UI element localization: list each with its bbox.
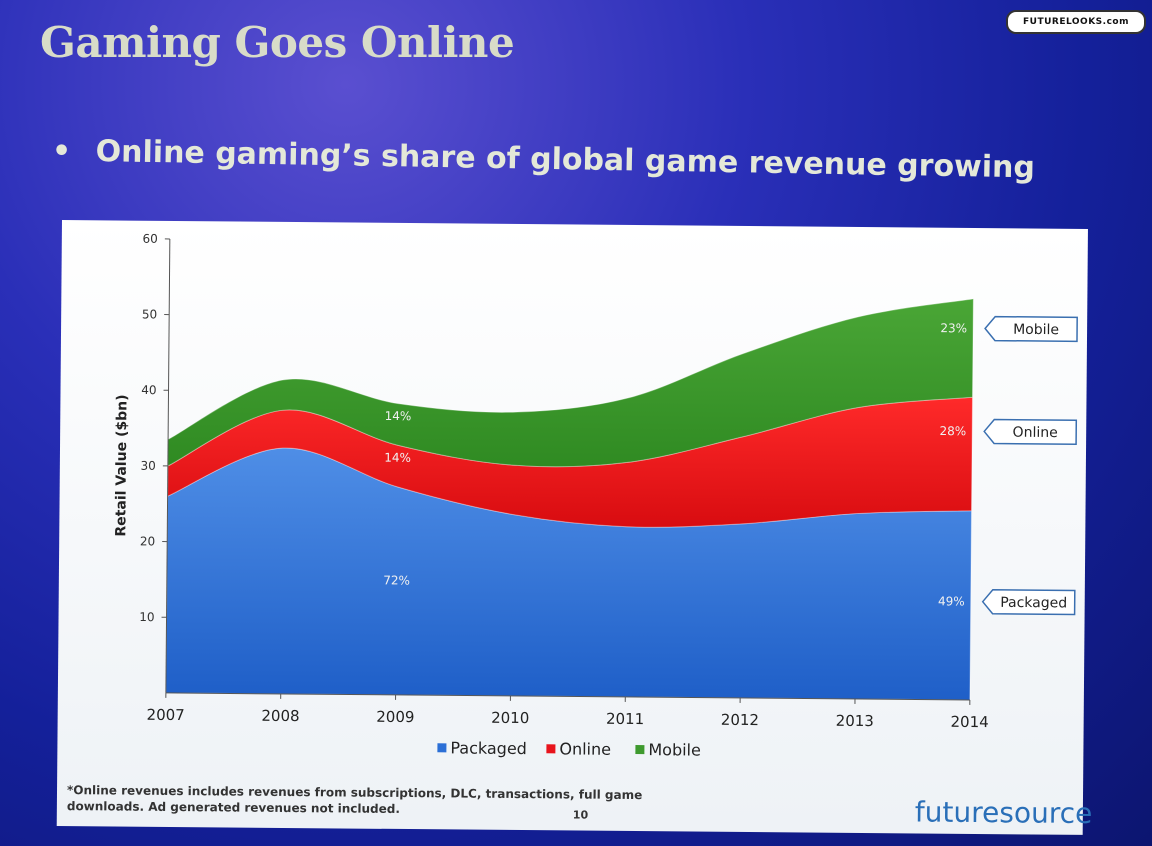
x-tick-label: 2007 <box>147 706 185 724</box>
y-tick-label: 10 <box>139 610 154 624</box>
x-tick-label: 2011 <box>606 710 644 728</box>
x-tick-label: 2014 <box>950 713 988 731</box>
chart-panel: 10 20 30 40 50 60 2007 2008 2009 2010 2011 2012 2013… <box>56 220 1092 835</box>
y-tick-label: 50 <box>142 307 157 321</box>
slide-title: Gaming Goes Online <box>40 18 515 67</box>
y-tick-label: 60 <box>142 232 157 246</box>
legend-label-packaged: Packaged <box>450 738 527 758</box>
x-tick-label: 2009 <box>376 708 414 726</box>
x-axis-line <box>165 692 970 701</box>
legend-swatch-online <box>546 744 556 754</box>
futurelooks-watermark: FUTURELOOKS.com <box>1006 10 1146 34</box>
legend-label-mobile: Mobile <box>648 740 701 759</box>
y-tick-label: 30 <box>141 459 156 473</box>
x-tick-label: 2010 <box>491 709 529 727</box>
area-mobile <box>167 298 974 468</box>
data-label-online-2009: 14% <box>384 451 411 465</box>
callout-mobile <box>984 315 1078 343</box>
y-tick-label: 40 <box>141 383 156 397</box>
x-tick-label: 2008 <box>261 707 299 725</box>
stacked-area-chart: 10 20 30 40 50 60 2007 2008 2009 2010 2011 2012 2013… <box>113 232 1078 760</box>
y-axis-label: Retail Value ($bn) <box>113 394 130 536</box>
callout-packaged <box>981 589 1076 616</box>
data-label-packaged-2009: 72% <box>383 573 410 587</box>
data-label-mobile-2009: 14% <box>385 409 412 423</box>
y-tick-label: 20 <box>140 534 155 548</box>
x-tick-label: 2013 <box>836 712 874 730</box>
legend-label-online: Online <box>559 739 611 758</box>
bullet-dot: • <box>52 134 72 169</box>
callout-online <box>983 418 1078 445</box>
legend-swatch-packaged <box>437 743 447 753</box>
futuresource-logo: futuresource <box>914 795 1093 831</box>
x-tick-label: 2012 <box>721 711 759 729</box>
data-label-online-2014: 28% <box>939 424 966 438</box>
page-number: 10 <box>572 808 589 822</box>
callout-label-mobile: Mobile <box>1013 322 1059 338</box>
data-label-packaged-2014: 49% <box>938 594 965 608</box>
legend-swatch-mobile <box>635 745 645 755</box>
slide-bullet: Online gaming’s share of global game rev… <box>95 134 1036 186</box>
callout-label-online: Online <box>1013 425 1058 441</box>
callout-label-packaged: Packaged <box>1000 595 1067 612</box>
data-label-mobile-2014: 23% <box>940 321 967 335</box>
